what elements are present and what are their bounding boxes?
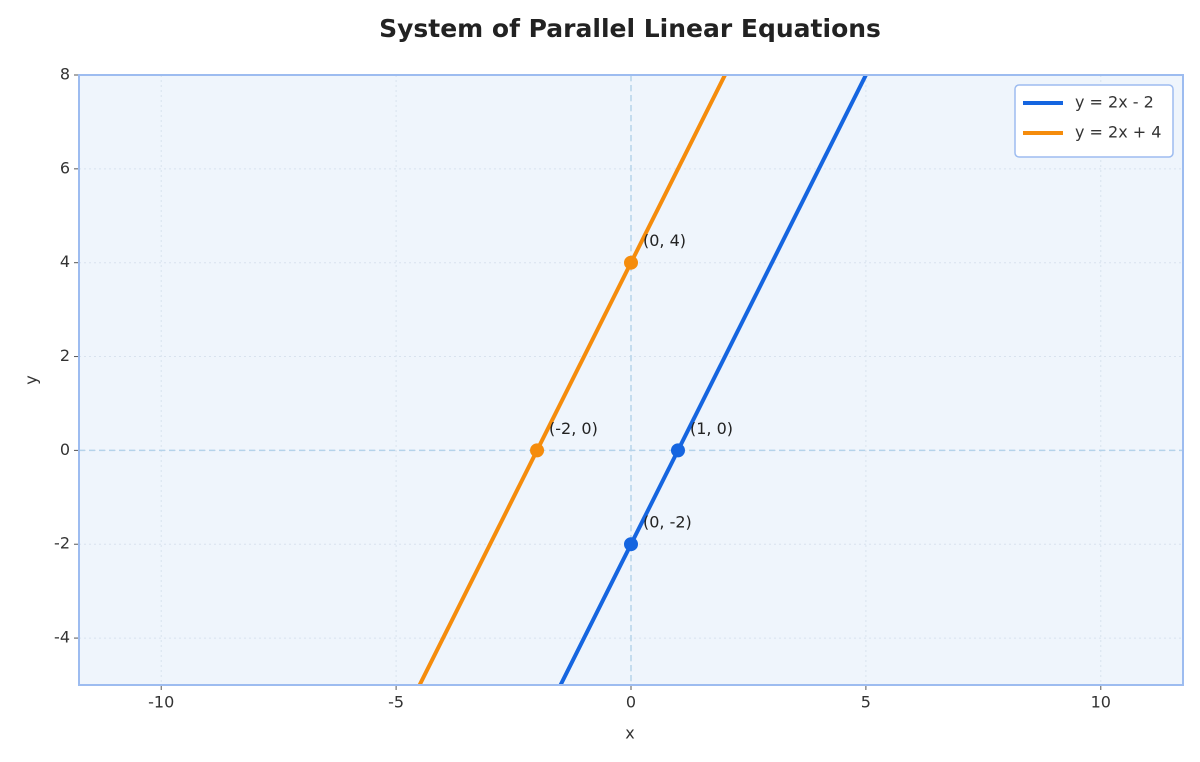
x-tick-label: 5 bbox=[861, 693, 871, 712]
plot-border bbox=[78, 74, 1184, 686]
point-label: (1, 0) bbox=[690, 419, 733, 438]
point bbox=[624, 537, 638, 552]
point bbox=[624, 255, 638, 270]
x-tick-label: 10 bbox=[1091, 693, 1111, 712]
line bbox=[417, 75, 727, 685]
y-tick-label: 0 bbox=[60, 440, 70, 459]
x-tick-label: -10 bbox=[148, 693, 174, 712]
y-axis-label: y bbox=[22, 375, 41, 384]
legend-label: y = 2x + 4 bbox=[1075, 123, 1161, 142]
point-label: (-2, 0) bbox=[549, 419, 598, 438]
x-tick-label: 0 bbox=[626, 693, 636, 712]
y-tick-label: 8 bbox=[60, 65, 70, 84]
point bbox=[670, 443, 685, 458]
x-tick-label: -5 bbox=[388, 693, 404, 712]
legend-label: y = 2x - 2 bbox=[1075, 93, 1154, 112]
y-tick-label: 2 bbox=[60, 346, 70, 365]
point-label: (0, 4) bbox=[643, 231, 686, 250]
line bbox=[558, 75, 868, 685]
y-tick-label: -4 bbox=[54, 628, 70, 647]
y-tick-label: 6 bbox=[60, 158, 70, 177]
y-tick-label: 4 bbox=[60, 252, 70, 271]
point bbox=[530, 443, 545, 458]
chart-title: System of Parallel Linear Equations bbox=[379, 14, 881, 43]
y-tick-label: -2 bbox=[54, 534, 70, 553]
point-label: (0, -2) bbox=[643, 513, 692, 532]
x-axis-label: x bbox=[625, 724, 634, 743]
